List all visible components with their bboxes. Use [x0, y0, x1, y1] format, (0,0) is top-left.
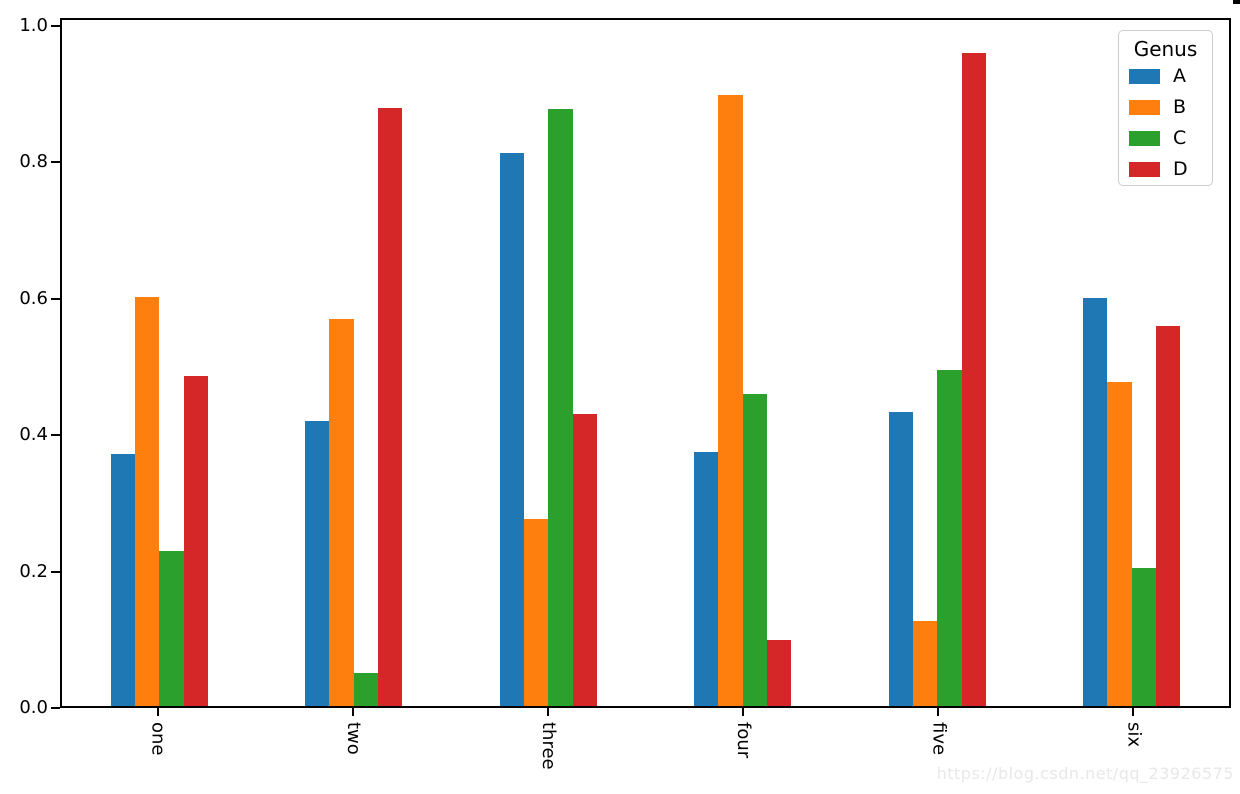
y-tick-mark — [51, 434, 60, 436]
legend-swatch-D — [1129, 162, 1160, 177]
legend-entry-A: A — [1119, 61, 1212, 92]
legend-swatch-B — [1129, 100, 1160, 115]
bar-A-three — [499, 153, 524, 706]
legend-label-A: A — [1173, 65, 1186, 87]
bar-D-six — [1156, 326, 1181, 706]
x-tick-mark — [156, 708, 159, 716]
x-tick-mark — [546, 708, 549, 716]
y-tick-label: 0.4 — [19, 424, 48, 445]
bar-A-six — [1083, 298, 1108, 706]
watermark-text: https://blog.csdn.net/qq_23926575 — [936, 764, 1234, 783]
bar-B-two — [329, 319, 354, 706]
legend-title: Genus — [1133, 37, 1198, 61]
bar-A-five — [888, 412, 913, 706]
bar-A-one — [110, 454, 135, 706]
legend-label-C: C — [1173, 127, 1187, 149]
y-tick-label: 1.0 — [19, 14, 48, 36]
bars-layer — [62, 20, 1229, 706]
y-tick-label: 0.0 — [19, 697, 48, 718]
bar-C-five — [937, 370, 962, 706]
y-tick-label: 0.8 — [19, 151, 48, 172]
bar-A-two — [305, 421, 330, 706]
bar-B-four — [718, 95, 743, 706]
y-tick-label: 0.2 — [19, 560, 48, 582]
x-tick-mark — [351, 708, 354, 716]
bar-B-six — [1107, 382, 1132, 706]
x-tick-mark — [1132, 708, 1135, 716]
bar-C-one — [159, 551, 184, 706]
y-tick-mark — [51, 707, 60, 709]
legend-label-D: D — [1173, 158, 1188, 180]
x-tick-label-three: three — [537, 722, 559, 770]
y-tick-mark — [51, 297, 60, 300]
bar-B-one — [134, 296, 160, 706]
bar-C-four — [742, 393, 768, 706]
bar-D-one — [183, 375, 208, 706]
bar-D-four — [767, 639, 792, 706]
bar-C-three — [548, 108, 573, 706]
legend-label-B: B — [1173, 96, 1187, 118]
bar-C-two — [353, 673, 379, 706]
x-tick-label-five: five — [928, 722, 950, 756]
legend-entry-D: D — [1119, 154, 1212, 185]
bar-B-three — [523, 519, 549, 706]
legend-swatch-C — [1129, 131, 1160, 146]
y-tick-mark — [51, 24, 60, 27]
bar-D-two — [378, 107, 403, 706]
bar-A-four — [694, 452, 719, 706]
legend-entry-B: B — [1119, 92, 1212, 123]
bar-D-three — [572, 413, 597, 706]
x-tick-label-one: one — [147, 722, 169, 756]
y-tick-mark — [51, 161, 60, 163]
plot-area — [60, 18, 1231, 708]
x-tick-label-two: two — [342, 722, 364, 755]
x-tick-mark — [742, 708, 745, 716]
bar-C-six — [1131, 567, 1157, 706]
corner-artifact — [1233, 0, 1240, 4]
bar-D-five — [961, 53, 986, 706]
x-tick-mark — [937, 708, 940, 716]
legend-swatch-A — [1129, 69, 1160, 84]
x-tick-label-six: six — [1123, 722, 1145, 748]
bar-B-five — [912, 621, 938, 706]
y-tick-label: 0.6 — [19, 287, 48, 309]
legend-entry-C: C — [1119, 123, 1212, 154]
y-tick-mark — [51, 570, 60, 573]
x-tick-label-four: four — [733, 722, 755, 759]
